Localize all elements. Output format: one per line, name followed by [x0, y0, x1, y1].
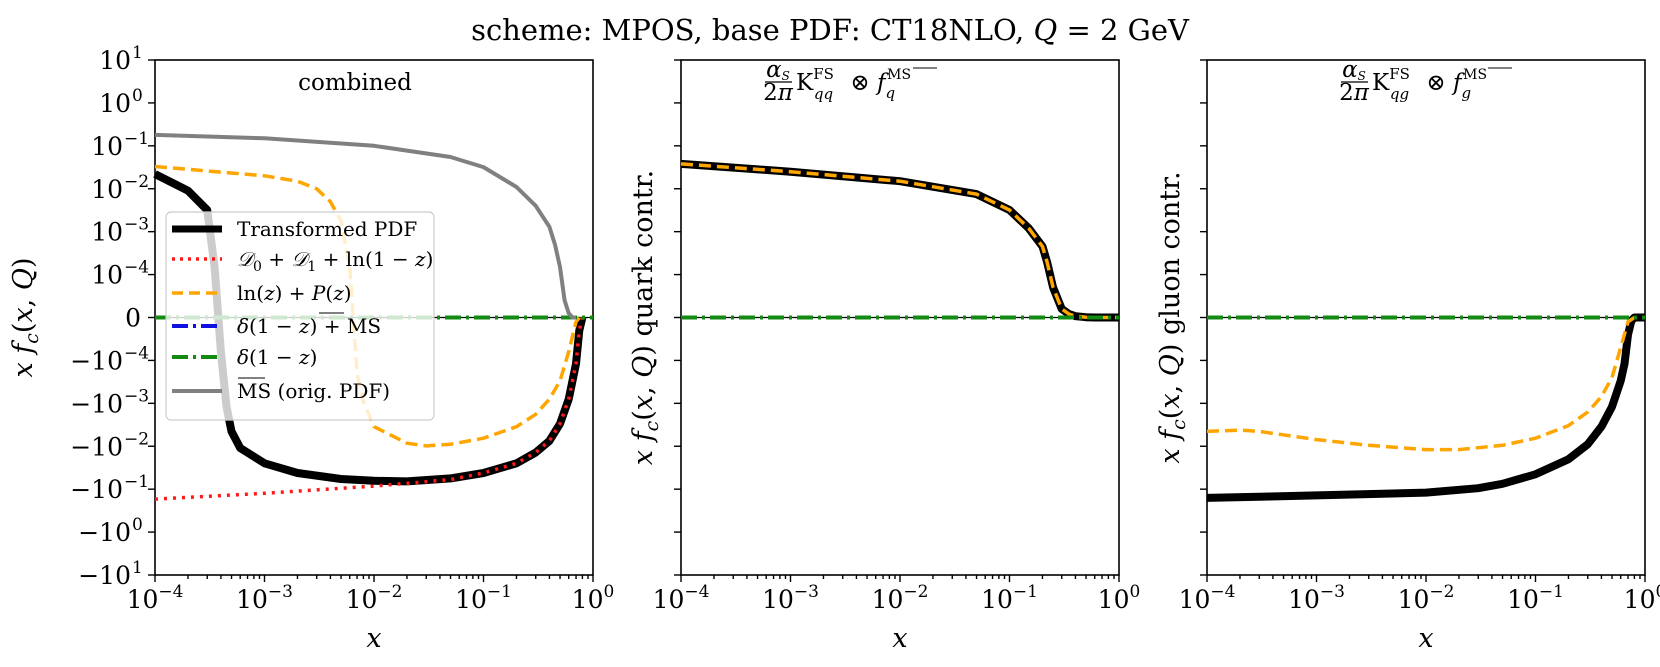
series-line-ln-z-p-z: [1206, 316, 1636, 452]
x-tick-label: 10−2: [346, 582, 403, 614]
y-tick-label-exp: 1: [132, 558, 143, 578]
x-axis-label: x: [1418, 623, 1433, 654]
legend-label-d0d1: 𝒟0 + 𝒟1 + ln(1 − z): [237, 247, 433, 275]
series-line-transformed-pdf: [1206, 313, 1645, 502]
panel-title-gluon: αS 2π KFS qg ⊗ fgMS: [1339, 57, 1512, 106]
x-tick-label: 10−1: [1507, 582, 1564, 614]
x-tick-label: 100: [572, 582, 615, 614]
y-tick-label-exp: 1: [132, 43, 143, 63]
series-line-transformed-pdf: [680, 159, 1119, 322]
y-axis-label: x fc(x, Q) gluon contr.: [1155, 171, 1190, 463]
x-tick-label: 100: [1098, 582, 1141, 614]
y-tick-label-exp: −3: [124, 386, 149, 406]
x-tick-label: 10−2: [872, 582, 929, 614]
y-tick-label-base: 10: [91, 261, 123, 290]
y-tick-label-base: 10: [99, 89, 131, 118]
x-tick-label: 10−4: [653, 582, 710, 614]
y-tick-label-base: −10: [78, 561, 131, 590]
y-tick-label-exp: −3: [124, 215, 149, 235]
legend-label-msbar: MS (orig. PDF): [237, 379, 390, 403]
y-tick-label-exp: −4: [124, 258, 149, 278]
svg-text:2π: 2π: [1339, 80, 1370, 106]
y-tick-label-base: −10: [70, 432, 123, 461]
series-line-ms-bar-orig-pdf: [154, 132, 576, 320]
panel-gluon-contribution: 10−4 10−3 10−2 10−1 100 x x fc(x, Q) gluon con…: [1155, 59, 1660, 654]
y-tick-label-base: 10: [91, 218, 123, 247]
x-tick-label: 100: [1624, 582, 1660, 614]
x-tick-label: 10−4: [1179, 582, 1236, 614]
y-axis-label: x fc(x, Q): [8, 257, 43, 377]
y-tick-label-base: 10: [91, 175, 123, 204]
series-line-d0-d1-ln-1-z: [154, 317, 585, 501]
x-axis-label: x: [892, 623, 907, 654]
series-line-ln-z-p-z: [154, 164, 581, 448]
panel-quark-contribution: 10−4 10−3 10−2 10−1 100 x x fc(x, Q) quark con…: [628, 59, 1141, 654]
y-tick-label-exp: −4: [124, 343, 149, 363]
legend-label-transformed: Transformed PDF: [237, 217, 417, 241]
y-tick-label-exp: −2: [124, 429, 149, 449]
y-axis-label: x fc(x, Q) quark contr.: [628, 170, 663, 465]
legend-label-delta-msbar: δ(1 − z) + MS: [237, 314, 381, 338]
x-tick-label: 10−1: [455, 582, 512, 614]
svg-text:2π: 2π: [763, 80, 794, 106]
y-tick-label-exp: −2: [124, 172, 149, 192]
y-tick-label: 0: [125, 304, 141, 333]
y-tick-label-base: 10: [99, 46, 131, 75]
x-axis-label: x: [366, 623, 381, 654]
x-tick-label: 10−3: [1288, 582, 1345, 614]
y-tick-label-base: 10: [91, 132, 123, 161]
figure-suptitle: scheme: MPOS, base PDF: CT18NLO, Q = 2 G…: [471, 13, 1190, 47]
y-tick-label-exp: 0: [132, 515, 143, 535]
legend-label-lnz: ln(z) + P(z): [237, 281, 352, 305]
series-line-d0-d1-ln-1-z: [1206, 315, 1645, 500]
y-tick-label-base: −10: [70, 346, 123, 375]
x-tick-label: 10−3: [236, 582, 293, 614]
x-tick-label: 10−2: [1398, 582, 1455, 614]
y-tick-label-base: −10: [70, 389, 123, 418]
x-tick-label: 10−3: [762, 582, 819, 614]
panel-title-combined: combined: [298, 70, 412, 96]
x-tick-label: 10−4: [127, 582, 184, 614]
legend: Transformed PDF 𝒟0 + 𝒟1 + ln(1 − z) ln(z…: [165, 211, 435, 421]
x-tick-label: 10−1: [981, 582, 1038, 614]
legend-label-delta: δ(1 − z): [237, 345, 317, 369]
y-tick-label-base: −10: [78, 518, 131, 547]
y-tick-label-base: −10: [70, 475, 123, 504]
y-tick-label-exp: −1: [124, 129, 149, 149]
y-tick-label-exp: −1: [124, 472, 149, 492]
y-tick-label-exp: 0: [132, 86, 143, 106]
panel-title-quark: αS 2π KFS qq ⊗ fqMS: [763, 57, 937, 106]
